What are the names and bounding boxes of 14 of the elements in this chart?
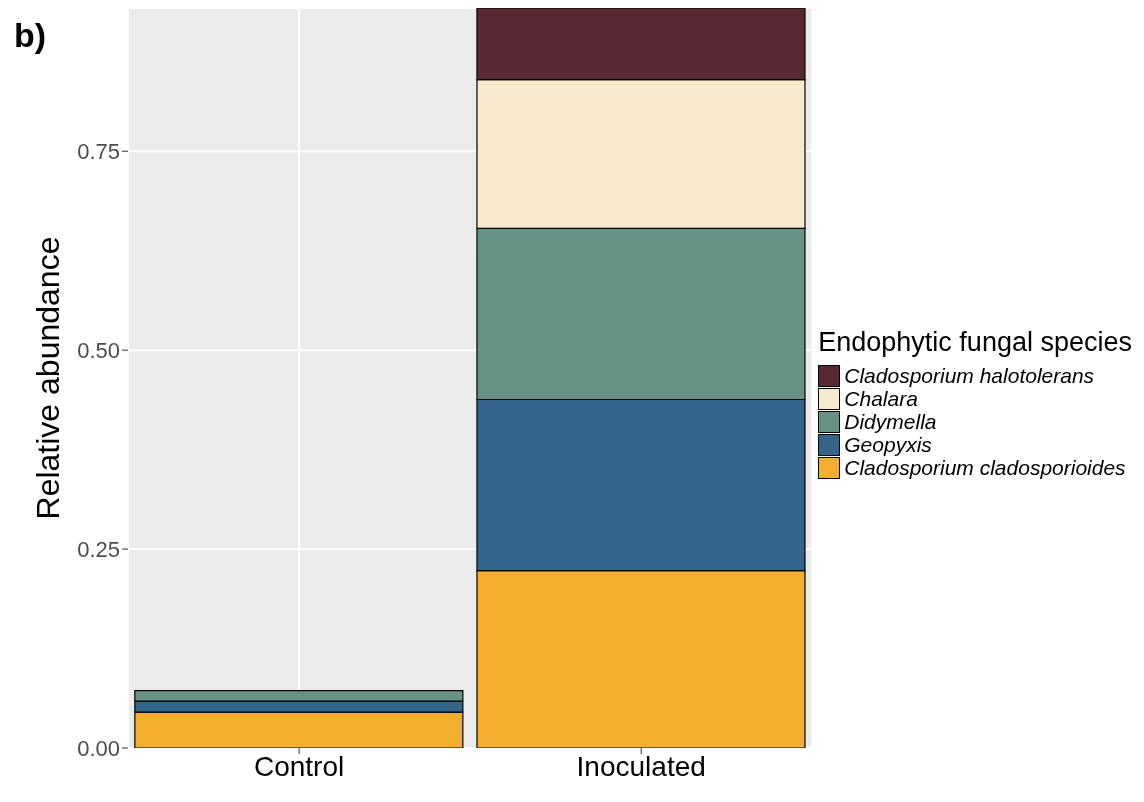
legend-label: Cladosporium halotolerans	[844, 363, 1095, 388]
y-tick-label: 0.50	[77, 337, 120, 363]
y-tick-label: 0.25	[77, 536, 120, 562]
y-tick-label: 0.75	[77, 139, 120, 165]
y-tick-label: 0.00	[77, 735, 120, 761]
legend-label: Cladosporium cladosporioides	[844, 455, 1126, 480]
x-tick-label: Control	[253, 750, 345, 782]
y-axis-title: Relative abundance	[30, 236, 67, 520]
text: b)	[14, 16, 47, 55]
legend-label: Geopyxis	[844, 432, 932, 457]
legend-label: Didymella	[844, 409, 937, 434]
legend-title: Endophytic fungal species	[818, 327, 1132, 358]
legend-label: Chalara	[844, 386, 918, 411]
x-tick-label: Inoculated	[576, 750, 706, 782]
